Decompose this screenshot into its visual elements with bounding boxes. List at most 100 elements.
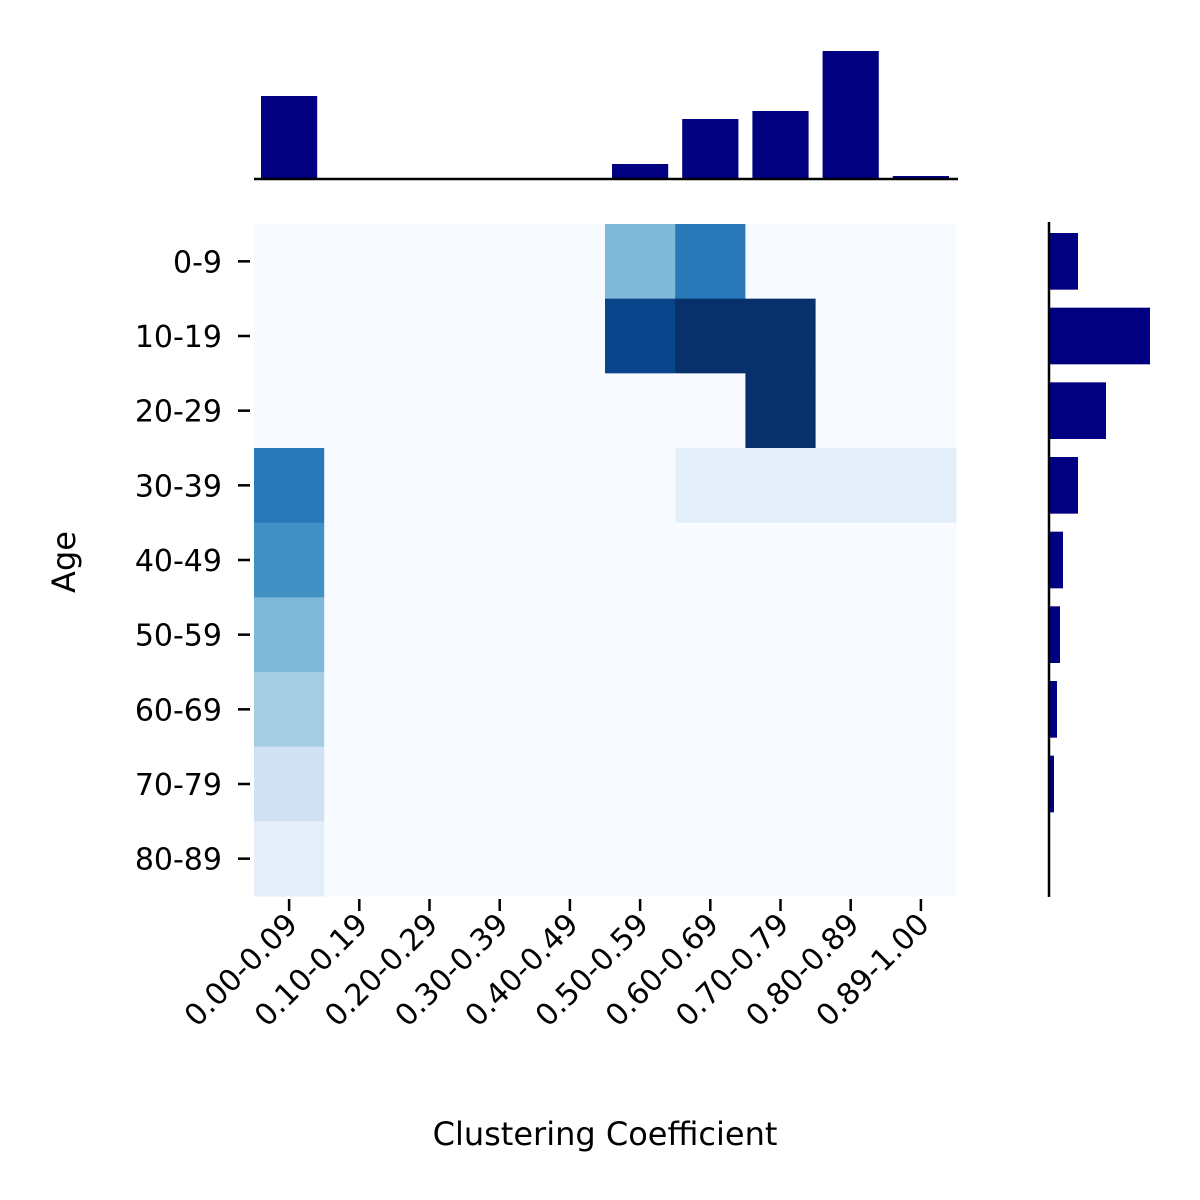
heatmap-cell: [885, 224, 957, 300]
right-marginal-bar: [1050, 681, 1057, 738]
heatmap-cell: [394, 298, 466, 374]
y-tick-label: 0-9: [173, 245, 222, 280]
heatmap-cell: [394, 522, 466, 598]
heatmap-cell: [324, 597, 395, 673]
heatmap-cell: [675, 672, 746, 748]
right-marginal-bar: [1050, 606, 1060, 663]
heatmap-cell: [324, 672, 395, 748]
heatmap-cell: [815, 597, 887, 673]
heatmap-cell: [885, 298, 957, 374]
heatmap-cell: [675, 597, 746, 673]
heatmap-cell: [534, 298, 606, 374]
heatmap-cell: [464, 746, 536, 822]
heatmap-cell: [815, 821, 887, 897]
heatmap-cell: [815, 672, 887, 748]
heatmap-cell: [885, 373, 957, 449]
top-marginal-bar: [892, 176, 949, 179]
heatmap-cell: [534, 373, 606, 449]
right-marginal-bar: [1050, 755, 1054, 813]
heatmap-cell: [254, 672, 325, 748]
heatmap-cell: [675, 522, 746, 598]
heatmap-cell: [815, 373, 887, 449]
right-marginal-bar: [1050, 382, 1106, 439]
heatmap-cell: [815, 448, 887, 524]
heatmap-grid: [254, 224, 957, 897]
heatmap-cell: [464, 522, 536, 598]
heatmap-cell: [534, 672, 606, 748]
heatmap-cell: [394, 746, 466, 822]
heatmap-cell: [605, 597, 676, 673]
heatmap-cell: [254, 224, 325, 300]
heatmap-cell: [464, 224, 536, 300]
heatmap-cell: [254, 522, 325, 598]
heatmap-cell: [324, 298, 395, 374]
heatmap-cell: [885, 746, 957, 822]
heatmap-cell: [745, 821, 817, 897]
y-tick-label: 70-79: [135, 768, 222, 803]
heatmap-cell: [394, 672, 466, 748]
heatmap-cell: [464, 298, 536, 374]
heatmap-cell: [745, 597, 817, 673]
heatmap-cell: [534, 821, 606, 897]
top-marginal-bar: [612, 164, 669, 179]
heatmap-cell: [534, 522, 606, 598]
heatmap-cell: [885, 821, 957, 897]
y-tick-label: 60-69: [135, 693, 222, 728]
heatmap-cell: [815, 298, 887, 374]
heatmap-cell: [745, 373, 817, 449]
top-marginal-bar: [752, 111, 809, 179]
y-tick-label: 10-19: [135, 320, 222, 355]
right-marginal-bar: [1050, 531, 1063, 589]
heatmap-cell: [885, 522, 957, 598]
heatmap-cell: [394, 821, 466, 897]
heatmap-cell: [464, 597, 536, 673]
heatmap-cell: [254, 373, 325, 449]
heatmap-cell: [885, 597, 957, 673]
heatmap-cell: [394, 224, 466, 300]
heatmap-cell: [605, 224, 676, 300]
right-marginal-bar: [1050, 307, 1150, 365]
heatmap-cell: [605, 672, 676, 748]
top-marginal-bar: [261, 96, 318, 179]
top-marginal-bar: [822, 51, 879, 179]
heatmap-cell: [745, 448, 817, 524]
x-axis: 0.00-0.090.10-0.190.20-0.290.30-0.390.40…: [178, 899, 937, 1034]
heatmap-cell: [605, 522, 676, 598]
right-marginal-bar: [1050, 457, 1078, 514]
heatmap-cell: [605, 298, 676, 374]
heatmap-cell: [675, 298, 746, 374]
heatmap-cell: [675, 448, 746, 524]
heatmap-cell: [324, 746, 395, 822]
heatmap-cell: [324, 224, 395, 300]
heatmap-cell: [675, 373, 746, 449]
heatmap-cell: [394, 597, 466, 673]
heatmap-cell: [675, 821, 746, 897]
heatmap-cell: [254, 597, 325, 673]
y-axis: 0-9 10-19 20-29 30-39 40-49 50-59 60-69 70-79 80…: [135, 245, 250, 878]
heatmap-cell: [324, 448, 395, 524]
y-tick-label: 50-59: [135, 619, 222, 654]
heatmap-cell: [675, 746, 746, 822]
heatmap-cell: [815, 224, 887, 300]
heatmap-cell: [675, 224, 746, 300]
heatmap-cell: [254, 746, 325, 822]
heatmap-cell: [745, 224, 817, 300]
y-tick-label: 40-49: [135, 544, 222, 579]
heatmap-cell: [815, 522, 887, 598]
right-marginal-bar: [1050, 233, 1078, 290]
top-marginal-histogram: [254, 51, 958, 181]
heatmap-cell: [534, 448, 606, 524]
heatmap-cell: [534, 597, 606, 673]
heatmap-cell: [885, 672, 957, 748]
heatmap-cell: [815, 746, 887, 822]
heatmap-cell: [745, 672, 817, 748]
heatmap-cell: [605, 448, 676, 524]
heatmap-cell: [605, 373, 676, 449]
right-marginal-histogram: [1047, 222, 1150, 897]
y-tick-label: 30-39: [135, 469, 222, 504]
x-axis-label: Clustering Coefficient: [433, 1115, 778, 1153]
heatmap-cell: [394, 373, 466, 449]
heatmap-cell: [534, 746, 606, 822]
heatmap-cell: [324, 373, 395, 449]
